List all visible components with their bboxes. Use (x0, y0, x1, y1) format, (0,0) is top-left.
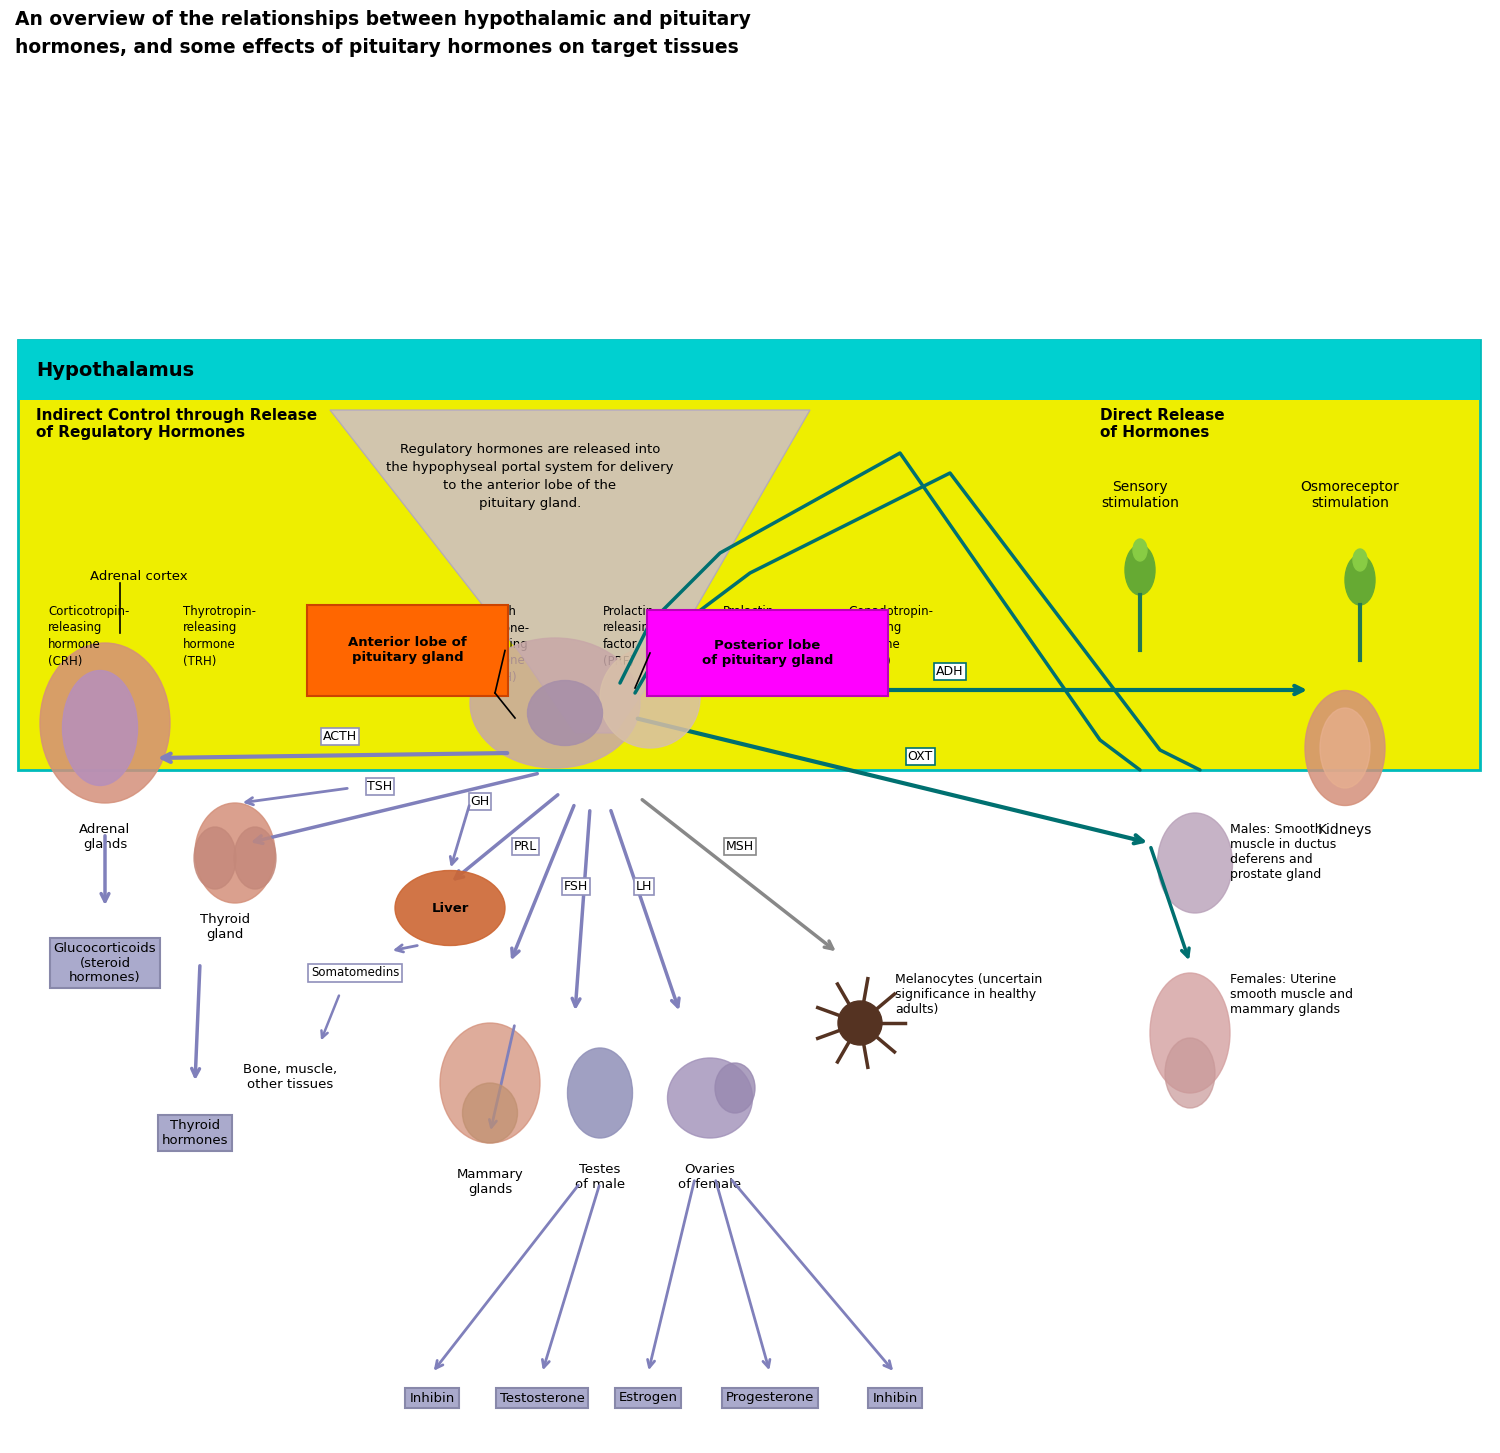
Text: Inhibin: Inhibin (410, 1392, 454, 1405)
Text: An overview of the relationships between hypothalamic and pituitary: An overview of the relationships between… (15, 10, 752, 29)
Ellipse shape (394, 870, 506, 946)
Text: Bone, muscle,
other tissues: Bone, muscle, other tissues (243, 1064, 338, 1091)
FancyBboxPatch shape (646, 610, 888, 696)
Text: Glucocorticoids
(steroid
hormones): Glucocorticoids (steroid hormones) (54, 942, 156, 985)
Ellipse shape (600, 648, 700, 748)
Text: Prolactin-
inhibiting
hormone
(PIH): Prolactin- inhibiting hormone (PIH) (723, 604, 778, 667)
FancyBboxPatch shape (18, 340, 1480, 400)
Ellipse shape (1150, 974, 1230, 1093)
Text: FSH: FSH (564, 881, 588, 894)
Text: Testes
of male: Testes of male (574, 1162, 626, 1191)
Text: Thyroid
hormones: Thyroid hormones (162, 1119, 228, 1146)
Text: Sensory
stimulation: Sensory stimulation (1101, 479, 1179, 510)
Text: Melanocytes (uncertain
significance in healthy
adults): Melanocytes (uncertain significance in h… (896, 974, 1042, 1016)
Text: Females: Uterine
smooth muscle and
mammary glands: Females: Uterine smooth muscle and mamma… (1230, 974, 1353, 1016)
Ellipse shape (63, 670, 138, 786)
Text: Growth
hormone-
releasing
hormone
(GH-RH): Growth hormone- releasing hormone (GH-RH… (333, 604, 390, 684)
Text: Adrenal cortex: Adrenal cortex (90, 570, 188, 583)
Ellipse shape (1166, 1037, 1215, 1109)
Ellipse shape (716, 1064, 754, 1113)
Circle shape (839, 1001, 882, 1045)
Text: Adrenal
glands: Adrenal glands (80, 822, 130, 851)
FancyBboxPatch shape (308, 604, 509, 696)
Text: Inhibin: Inhibin (873, 1392, 918, 1405)
Text: Thyrotropin-
releasing
hormone
(TRH): Thyrotropin- releasing hormone (TRH) (183, 604, 256, 667)
Ellipse shape (1305, 690, 1384, 805)
Text: Posterior lobe
of pituitary gland: Posterior lobe of pituitary gland (702, 639, 832, 667)
Text: Testosterone: Testosterone (500, 1392, 585, 1405)
Text: Indirect Control through Release
of Regulatory Hormones: Indirect Control through Release of Regu… (36, 408, 316, 440)
Polygon shape (330, 410, 810, 732)
Text: Estrogen: Estrogen (618, 1392, 678, 1405)
Text: MSH: MSH (726, 840, 754, 853)
Text: Liver: Liver (432, 901, 468, 914)
Ellipse shape (567, 1048, 633, 1138)
Text: Somatomedins: Somatomedins (310, 966, 399, 979)
Text: Ovaries
of female: Ovaries of female (678, 1162, 741, 1191)
Ellipse shape (440, 1023, 540, 1144)
Text: Anterior lobe of
pituitary gland: Anterior lobe of pituitary gland (348, 636, 466, 664)
Ellipse shape (1346, 555, 1376, 604)
Text: Mammary
glands: Mammary glands (456, 1168, 524, 1196)
Text: Males: Smooth
muscle in ductus
deferens and
prostate gland: Males: Smooth muscle in ductus deferens … (1230, 822, 1336, 881)
Text: LH: LH (636, 881, 652, 894)
Text: ADH: ADH (936, 665, 963, 679)
Text: Gonadotropin-
releasing
hormone
(GnRH): Gonadotropin- releasing hormone (GnRH) (847, 604, 933, 667)
Text: Thyroid
gland: Thyroid gland (200, 912, 250, 942)
Text: ACTH: ACTH (322, 729, 357, 742)
Ellipse shape (1353, 549, 1366, 571)
Text: Growth
hormone-
inhibiting
hormone
(GH-IH): Growth hormone- inhibiting hormone (GH-I… (472, 604, 530, 684)
Text: OXT: OXT (908, 750, 933, 763)
Text: Progesterone: Progesterone (726, 1392, 815, 1405)
Ellipse shape (40, 644, 170, 804)
Text: Osmoreceptor
stimulation: Osmoreceptor stimulation (1300, 479, 1400, 510)
Ellipse shape (195, 804, 274, 902)
FancyBboxPatch shape (18, 340, 1480, 770)
Ellipse shape (668, 1058, 753, 1138)
Text: Hypothalamus: Hypothalamus (36, 360, 194, 379)
Ellipse shape (1132, 539, 1148, 561)
Ellipse shape (462, 1082, 518, 1144)
Ellipse shape (528, 680, 603, 745)
Ellipse shape (1125, 545, 1155, 594)
Text: Corticotropin-
releasing
hormone
(CRH): Corticotropin- releasing hormone (CRH) (48, 604, 129, 667)
Ellipse shape (1320, 708, 1370, 788)
Text: Kidneys: Kidneys (1318, 822, 1372, 837)
Text: PRL: PRL (513, 840, 537, 853)
Text: Regulatory hormones are released into
the hypophyseal portal system for delivery: Regulatory hormones are released into th… (387, 443, 674, 510)
Text: Prolactin-
releasing
factor
(PRF): Prolactin- releasing factor (PRF) (603, 604, 658, 667)
Text: GH: GH (471, 795, 489, 808)
Ellipse shape (194, 827, 236, 889)
Text: hormones, and some effects of pituitary hormones on target tissues: hormones, and some effects of pituitary … (15, 38, 738, 57)
Ellipse shape (234, 827, 276, 889)
Text: TSH: TSH (368, 780, 393, 793)
Ellipse shape (1158, 814, 1233, 912)
Ellipse shape (470, 638, 640, 769)
Text: Direct Release
of Hormones: Direct Release of Hormones (1100, 408, 1224, 440)
